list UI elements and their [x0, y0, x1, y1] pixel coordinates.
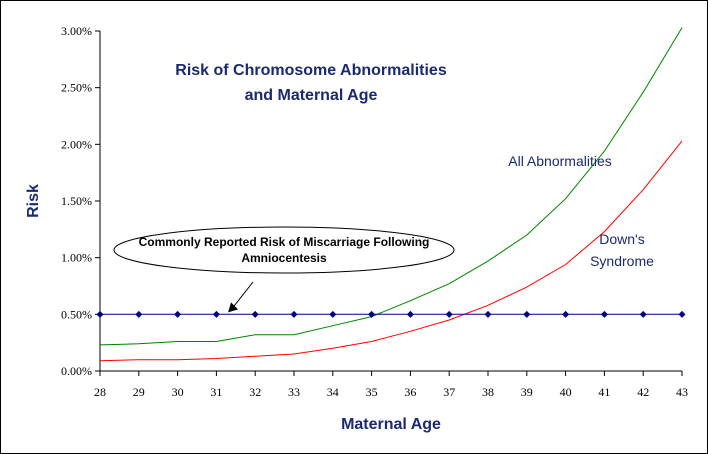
x-tick-label: 43: [676, 385, 688, 399]
x-tick-label: 33: [288, 385, 300, 399]
chart-title-line: Risk of Chromosome Abnormalities: [175, 62, 447, 79]
x-tick-label: 37: [443, 385, 455, 399]
callout-layer: Commonly Reported Risk of Miscarriage Fo…: [113, 226, 455, 313]
series-point: [290, 310, 298, 318]
callout-arrow-head: [228, 302, 239, 313]
y-tick-label: 0.50%: [61, 307, 92, 321]
x-tick-label: 28: [94, 385, 106, 399]
chart-title-line: and Maternal Age: [245, 87, 378, 104]
callout-text-line: Commonly Reported Risk of Miscarriage Fo…: [139, 235, 430, 249]
x-tick-label: 29: [133, 385, 145, 399]
series-point: [406, 310, 414, 318]
x-axis-title: Maternal Age: [341, 416, 441, 433]
series-point: [639, 310, 647, 318]
y-tick-label: 2.00%: [61, 137, 92, 151]
series-line-0: [99, 27, 683, 346]
x-tick-label: 41: [598, 385, 610, 399]
series-point: [523, 310, 531, 318]
series-point: [212, 310, 220, 318]
series-point: [251, 310, 259, 318]
series-label-downs-syndrome: Down's: [599, 231, 644, 247]
callout-ellipse: [113, 226, 455, 274]
series-point: [600, 310, 608, 318]
y-tick-label: 2.50%: [61, 81, 92, 95]
x-tick-label: 40: [560, 385, 572, 399]
x-tick-label: 34: [327, 385, 339, 399]
callout-text-line: Amniocentesis: [241, 251, 327, 265]
x-tick-label: 42: [637, 385, 649, 399]
series-point: [484, 310, 492, 318]
series-layer: [96, 27, 686, 362]
x-tick-label: 35: [366, 385, 378, 399]
series-label-downs-syndrome: Syndrome: [590, 253, 654, 269]
series-point: [445, 310, 453, 318]
series-point: [329, 310, 337, 318]
y-tick-label: 1.00%: [61, 251, 92, 265]
x-tick-label: 31: [210, 385, 222, 399]
text-layer: Risk of Chromosome Abnormalities and Mate…: [25, 62, 654, 433]
x-tick-label: 39: [521, 385, 533, 399]
series-label-all-abnormalities: All Abnormalities: [508, 153, 612, 169]
series-point: [135, 310, 143, 318]
x-tick-label: 38: [482, 385, 494, 399]
axes: 0.00% 0.50% 1.00% 1.50% 2.00% 2.50% 3.00% 28 29 3…: [61, 24, 688, 399]
series-point: [96, 310, 104, 318]
x-tick-label: 36: [404, 385, 416, 399]
x-tick-label: 32: [249, 385, 261, 399]
series-point: [174, 310, 182, 318]
y-tick-label: 3.00%: [61, 24, 92, 38]
y-tick-label: 0.00%: [61, 364, 92, 378]
series-point: [562, 310, 570, 318]
x-tick-label: 30: [172, 385, 184, 399]
y-axis-title: Risk: [25, 184, 42, 218]
series-point: [678, 310, 686, 318]
callout-arrow-line: [232, 281, 254, 308]
y-tick-label: 1.50%: [61, 194, 92, 208]
series-line-1: [99, 140, 683, 362]
series-point: [368, 310, 376, 318]
